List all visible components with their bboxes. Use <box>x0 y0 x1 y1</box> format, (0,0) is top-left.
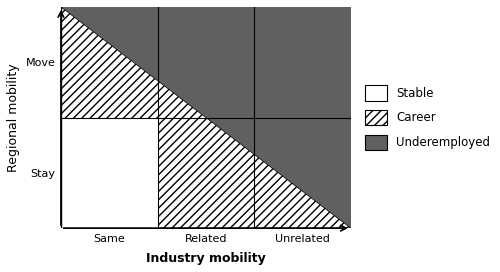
Polygon shape <box>61 7 351 228</box>
X-axis label: Industry mobility: Industry mobility <box>146 252 266 265</box>
Y-axis label: Regional mobility: Regional mobility <box>7 63 20 172</box>
Legend: Stable, Career, Underemployed: Stable, Career, Underemployed <box>366 85 490 150</box>
Bar <box>61 118 158 228</box>
